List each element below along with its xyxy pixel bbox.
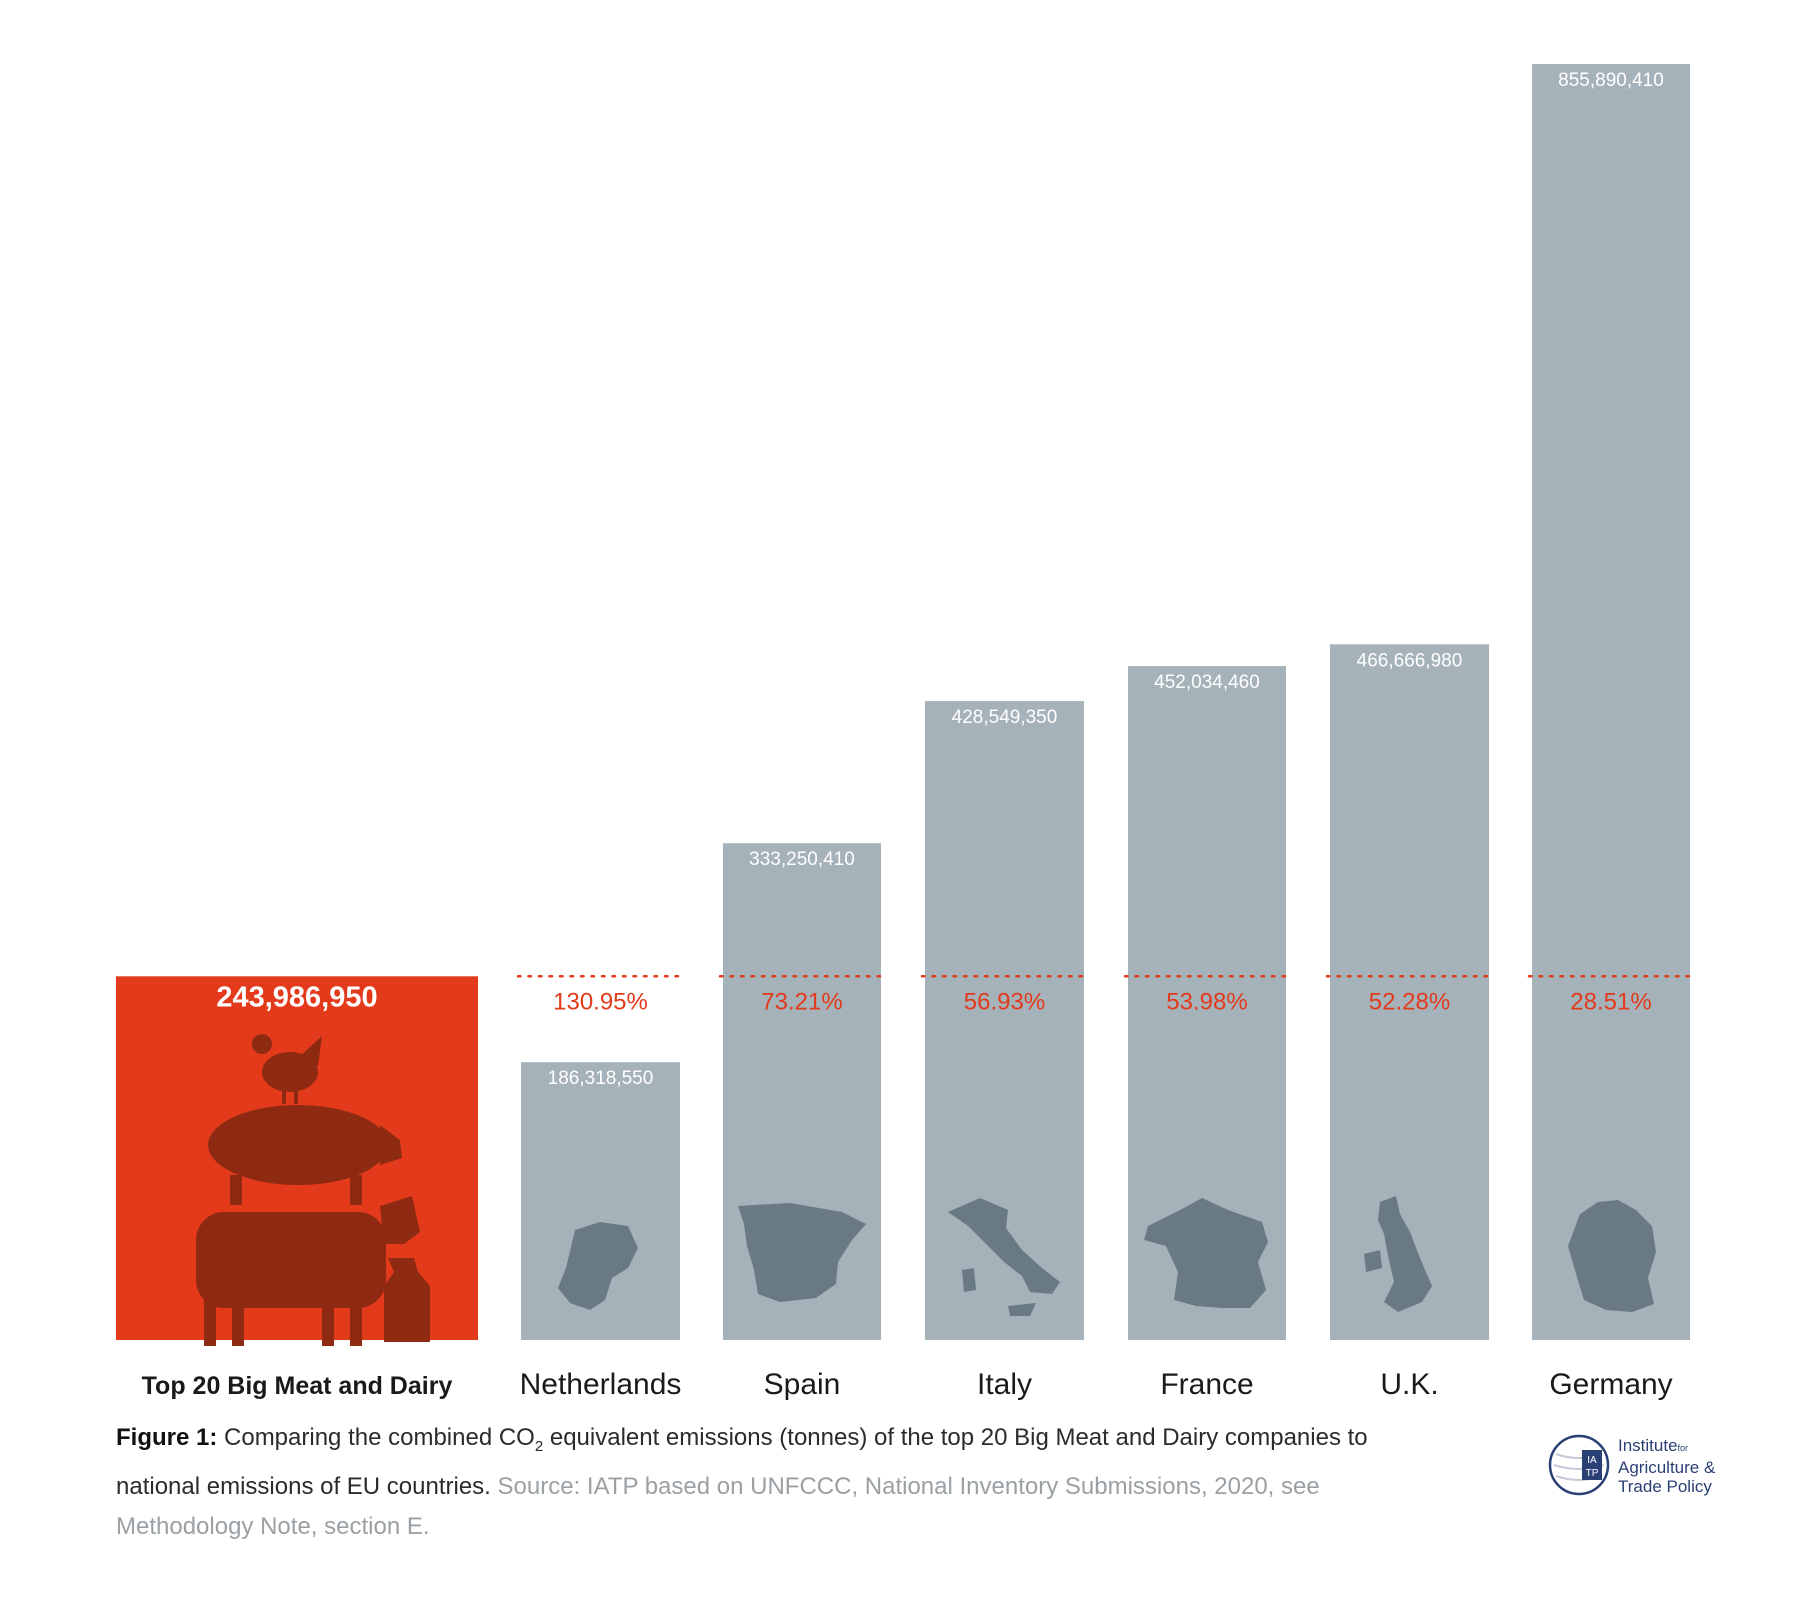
figure-label: Figure 1:: [116, 1424, 218, 1451]
category-label: Netherlands: [520, 1368, 682, 1401]
logo-text: Institutefor Agriculture & Trade Policy: [1618, 1436, 1715, 1496]
logo-line3: Trade Policy: [1618, 1477, 1712, 1496]
labels-group: 243,986,950 Top 20 Big Meat and Dairy 186,…: [142, 70, 1673, 1401]
iatp-logo: IA TP Institutefor Agriculture & Trade P…: [1546, 1432, 1746, 1502]
category-label: U.K.: [1380, 1368, 1438, 1401]
uk-map-icon: [1364, 1196, 1432, 1312]
category-label: Germany: [1549, 1368, 1672, 1401]
iatp-globe-icon: IA TP: [1548, 1434, 1610, 1496]
logo-line2: Agriculture &: [1618, 1458, 1716, 1477]
bar-germany: [1532, 64, 1690, 1340]
animal-stack-icon: [196, 1034, 430, 1346]
percent-label: 28.51%: [1570, 988, 1651, 1015]
value-label: 186,318,550: [548, 1068, 654, 1089]
percent-label: 73.21%: [761, 988, 842, 1015]
percent-label: 53.98%: [1166, 988, 1247, 1015]
logo-mark-top: IA: [1587, 1455, 1597, 1466]
value-label: 466,666,980: [1357, 650, 1463, 671]
netherlands-map-icon: [558, 1222, 638, 1310]
logo-line1: Institute: [1618, 1436, 1678, 1455]
caption-subscript: 2: [534, 1437, 544, 1455]
value-label: 452,034,460: [1154, 672, 1260, 693]
value-label: 333,250,410: [749, 849, 855, 870]
bar-chart: 243,986,950 Top 20 Big Meat and Dairy 186,…: [116, 64, 1695, 1401]
caption-source: Source: IATP based on UNFCCC, National I…: [116, 1472, 1320, 1540]
caption-text-2: equivalent emissions (tonnes) of the top…: [116, 1424, 1368, 1500]
category-label: Top 20 Big Meat and Dairy: [142, 1372, 453, 1400]
france-map-icon: [1144, 1198, 1268, 1308]
category-label: France: [1160, 1368, 1253, 1401]
italy-map-icon: [948, 1198, 1060, 1316]
figure-caption: Figure 1: Comparing the combined CO2 equ…: [116, 1418, 1456, 1547]
value-label: 243,986,950: [216, 981, 377, 1013]
percent-label: 52.28%: [1369, 988, 1450, 1015]
category-label: Italy: [977, 1368, 1032, 1401]
spain-map-icon: [738, 1203, 866, 1302]
value-label: 855,890,410: [1558, 70, 1664, 91]
logo-mark-bottom: TP: [1586, 1468, 1599, 1479]
value-label: 428,549,350: [952, 707, 1058, 728]
bar-u-k: [1330, 644, 1489, 1340]
percent-label: 130.95%: [553, 988, 648, 1015]
caption-text-1: Comparing the combined CO: [217, 1424, 535, 1451]
percent-label: 56.93%: [964, 988, 1045, 1015]
category-label: Spain: [764, 1368, 841, 1401]
germany-map-icon: [1568, 1200, 1656, 1312]
logo-line1-small: for: [1677, 1443, 1689, 1453]
